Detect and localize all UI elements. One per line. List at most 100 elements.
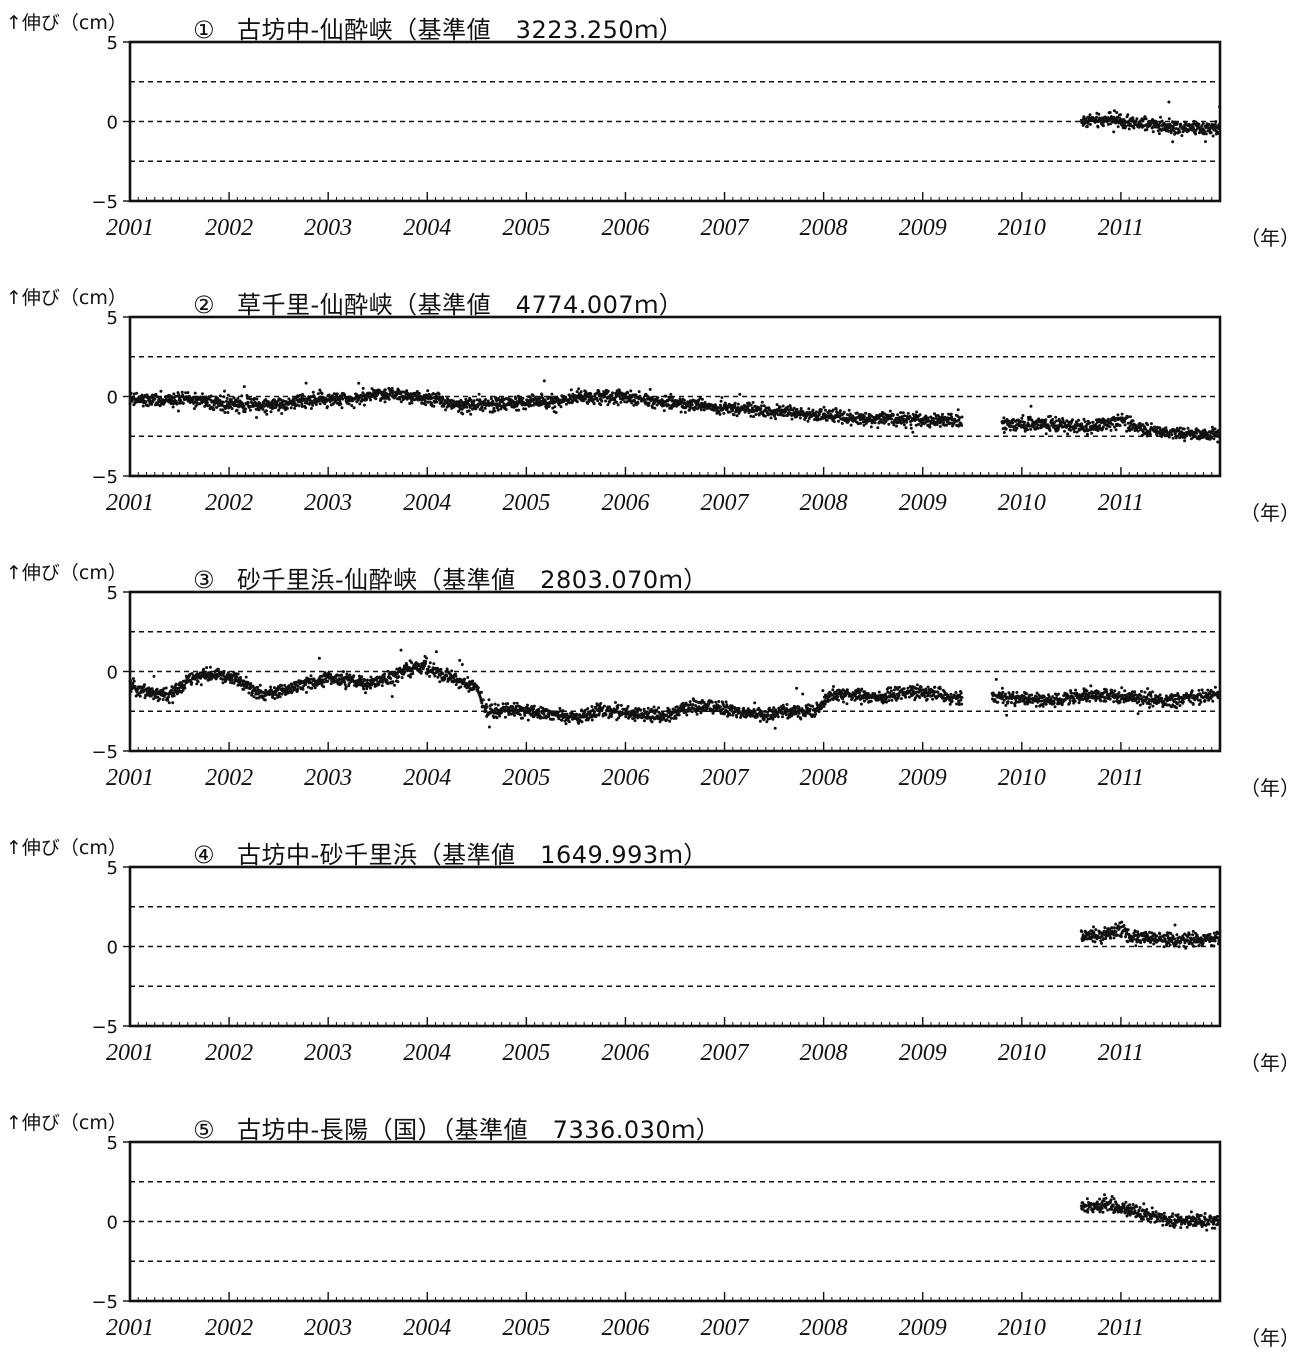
data-point xyxy=(752,401,755,404)
data-point xyxy=(607,390,610,393)
data-point xyxy=(369,687,372,690)
data-point xyxy=(280,412,283,415)
y-tick-label: 5 xyxy=(107,33,118,54)
data-point xyxy=(1179,426,1182,429)
data-point xyxy=(1003,431,1006,434)
data-point xyxy=(245,676,248,679)
data-point xyxy=(428,675,431,678)
data-point xyxy=(1080,423,1083,426)
data-point xyxy=(671,396,674,399)
data-point xyxy=(506,702,509,705)
data-point xyxy=(222,395,225,398)
data-point xyxy=(497,704,500,707)
data-point xyxy=(576,390,579,393)
data-point xyxy=(194,392,197,395)
x-tick-label: 2004 xyxy=(403,215,451,241)
data-point xyxy=(247,692,250,695)
data-point xyxy=(132,677,135,680)
data-point xyxy=(236,397,239,400)
data-point xyxy=(605,713,608,716)
data-point xyxy=(1126,113,1129,116)
data-point xyxy=(557,717,560,720)
data-point xyxy=(1086,125,1089,128)
data-point xyxy=(600,400,603,403)
x-tick-label: 2002 xyxy=(205,215,253,241)
data-point xyxy=(759,407,762,410)
data-point xyxy=(1159,116,1162,119)
y-tick-label: 5 xyxy=(107,308,118,329)
data-point xyxy=(1119,113,1122,116)
data-point xyxy=(1097,113,1100,116)
data-point xyxy=(905,426,908,429)
data-point xyxy=(887,423,890,426)
data-point xyxy=(223,390,226,393)
data-point xyxy=(200,683,203,686)
data-point xyxy=(239,676,242,679)
data-point xyxy=(577,387,580,390)
data-point xyxy=(669,393,672,396)
data-point xyxy=(1030,405,1033,408)
data-point xyxy=(634,719,637,722)
data-point xyxy=(799,417,802,420)
data-point xyxy=(950,413,953,416)
data-point xyxy=(571,710,574,713)
data-point xyxy=(142,405,145,408)
data-point xyxy=(657,706,660,709)
data-point xyxy=(1212,437,1215,440)
data-point xyxy=(733,413,736,416)
data-point xyxy=(1069,429,1072,432)
data-point xyxy=(363,404,366,407)
data-point xyxy=(240,394,243,397)
data-point xyxy=(305,382,308,385)
data-point xyxy=(171,701,174,704)
data-point xyxy=(863,415,866,418)
x-tick-label: 2001 xyxy=(106,215,154,241)
data-point xyxy=(350,404,353,407)
data-point xyxy=(293,399,296,402)
data-point xyxy=(1095,116,1098,119)
data-point xyxy=(890,418,893,421)
data-point xyxy=(141,394,144,397)
data-point xyxy=(134,685,137,688)
data-point xyxy=(481,406,484,409)
data-point xyxy=(1077,419,1080,422)
data-point xyxy=(459,685,462,688)
data-point xyxy=(1089,113,1092,116)
data-point xyxy=(1212,135,1215,138)
data-point xyxy=(839,409,842,412)
data-point xyxy=(466,676,469,679)
y-tick-label: 5 xyxy=(107,583,118,604)
data-point xyxy=(310,407,313,410)
data-point xyxy=(444,408,447,411)
data-point xyxy=(824,409,827,412)
data-point xyxy=(649,388,652,391)
data-point xyxy=(734,402,737,405)
data-point xyxy=(637,402,640,405)
data-point xyxy=(593,402,596,405)
data-point xyxy=(516,702,519,705)
data-point xyxy=(202,668,205,671)
data-point xyxy=(1098,424,1101,427)
data-point xyxy=(614,701,617,704)
data-point xyxy=(183,684,186,687)
data-point xyxy=(835,407,838,410)
data-point xyxy=(693,408,696,411)
data-point xyxy=(1111,423,1114,426)
data-point xyxy=(747,404,750,407)
data-point xyxy=(562,709,565,712)
data-point xyxy=(1132,419,1135,422)
data-point xyxy=(517,409,520,412)
data-point xyxy=(807,407,810,410)
data-point xyxy=(566,713,569,716)
data-point xyxy=(392,390,395,393)
data-point xyxy=(895,425,898,428)
data-point xyxy=(249,682,252,685)
data-point xyxy=(820,408,823,411)
data-point xyxy=(170,689,173,692)
data-point xyxy=(280,684,283,687)
data-point xyxy=(172,406,175,409)
data-point xyxy=(383,673,386,676)
data-point xyxy=(479,697,482,700)
data-point xyxy=(638,390,641,393)
